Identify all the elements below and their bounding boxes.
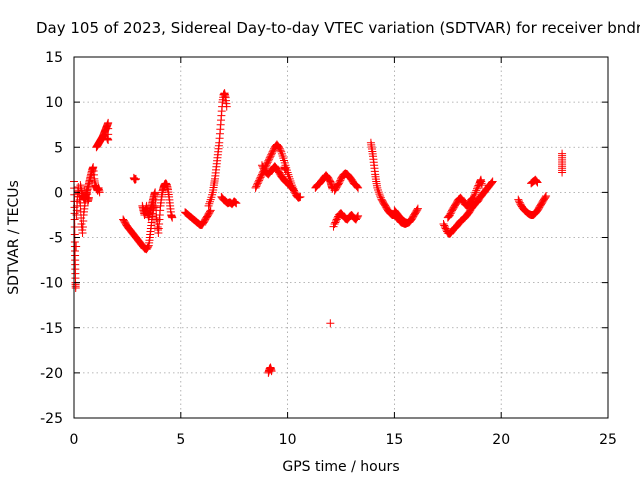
data-point — [204, 201, 213, 210]
data-point — [144, 242, 153, 251]
x-tick-label: 0 — [70, 432, 79, 448]
data-point — [472, 186, 481, 195]
y-tick-label: -15 — [40, 321, 63, 337]
data-point — [103, 134, 112, 143]
data-point — [374, 188, 383, 197]
data-point — [205, 197, 214, 206]
data-point — [278, 151, 287, 160]
data-point — [72, 242, 81, 251]
data-point — [206, 206, 215, 215]
data-point — [230, 198, 239, 207]
x-tick-label: 10 — [279, 432, 297, 448]
data-point — [95, 188, 104, 197]
data-point — [472, 184, 481, 193]
x-axis-ticks: 0 5 10 15 20 25 — [70, 57, 617, 448]
y-axis-label: SDTVAR / TECUs — [6, 180, 22, 295]
data-point — [353, 213, 362, 222]
data-point — [469, 193, 478, 202]
data-point — [323, 173, 332, 182]
x-tick-label: 15 — [385, 432, 403, 448]
data-point — [151, 203, 160, 212]
data-point — [533, 178, 542, 187]
data-point — [231, 198, 240, 207]
y-tick-label: -25 — [40, 411, 63, 427]
data-point — [558, 149, 567, 158]
y-tick-label: 15 — [45, 50, 63, 66]
data-point — [374, 185, 383, 194]
data-point — [273, 141, 282, 150]
data-point — [354, 183, 363, 192]
data-point — [151, 188, 160, 197]
data-point — [267, 367, 276, 376]
data-point — [70, 215, 79, 224]
data-point — [284, 170, 293, 179]
data-point — [373, 183, 382, 192]
y-axis-ticks: 15 10 5 0 -5 -10 -15 -20 -25 — [40, 50, 608, 427]
data-point — [205, 207, 214, 216]
y-tick-label: -10 — [40, 276, 63, 292]
data-point — [289, 185, 298, 194]
data-point — [470, 190, 479, 199]
data-point — [376, 191, 385, 200]
data-point — [168, 213, 177, 222]
y-tick-label: 10 — [45, 95, 63, 111]
y-tick-label: 0 — [54, 185, 63, 201]
data-point — [329, 222, 338, 231]
x-tick-label: 25 — [599, 432, 617, 448]
data-point — [375, 190, 384, 199]
y-tick-label: -20 — [40, 366, 63, 382]
grid — [74, 57, 608, 418]
data-point — [464, 209, 473, 218]
data-point — [281, 165, 290, 174]
data-point — [541, 193, 550, 202]
data-point — [487, 178, 496, 187]
data-point — [222, 102, 231, 111]
y-tick-label: -5 — [49, 231, 63, 247]
data-point — [276, 146, 285, 155]
data-point — [487, 179, 496, 188]
data-point — [352, 182, 361, 191]
data-point — [464, 200, 473, 209]
data-point — [542, 191, 551, 200]
data-point — [471, 188, 480, 197]
data-point — [488, 177, 497, 186]
data-point — [532, 207, 541, 216]
data-point — [71, 284, 80, 293]
data-point — [532, 177, 541, 186]
data-point — [288, 184, 297, 193]
data-point — [477, 181, 486, 190]
data-point — [70, 222, 79, 231]
data-point — [413, 204, 422, 213]
data-point — [444, 212, 453, 221]
data-point — [458, 195, 467, 204]
data-point — [277, 147, 286, 156]
data-point — [230, 197, 239, 206]
data-point — [290, 186, 299, 195]
data-point — [354, 211, 363, 220]
data-point — [205, 199, 214, 208]
data-points — [70, 89, 567, 377]
data-point — [406, 216, 415, 225]
data-point — [532, 176, 541, 185]
data-point — [346, 174, 355, 183]
data-point — [272, 164, 281, 173]
data-point — [326, 319, 335, 328]
data-point — [285, 172, 294, 181]
data-point — [232, 199, 241, 208]
data-point — [413, 205, 422, 214]
data-point — [131, 174, 140, 183]
data-point — [296, 192, 305, 201]
y-tick-label: 5 — [54, 140, 63, 156]
x-tick-label: 20 — [492, 432, 510, 448]
data-point — [353, 182, 362, 191]
chart-title: Day 105 of 2023, Sidereal Day-to-day VTE… — [36, 19, 640, 37]
x-axis-label: GPS time / hours — [282, 459, 399, 475]
x-tick-label: 5 — [176, 432, 185, 448]
data-point — [277, 149, 286, 158]
data-point — [470, 191, 479, 200]
